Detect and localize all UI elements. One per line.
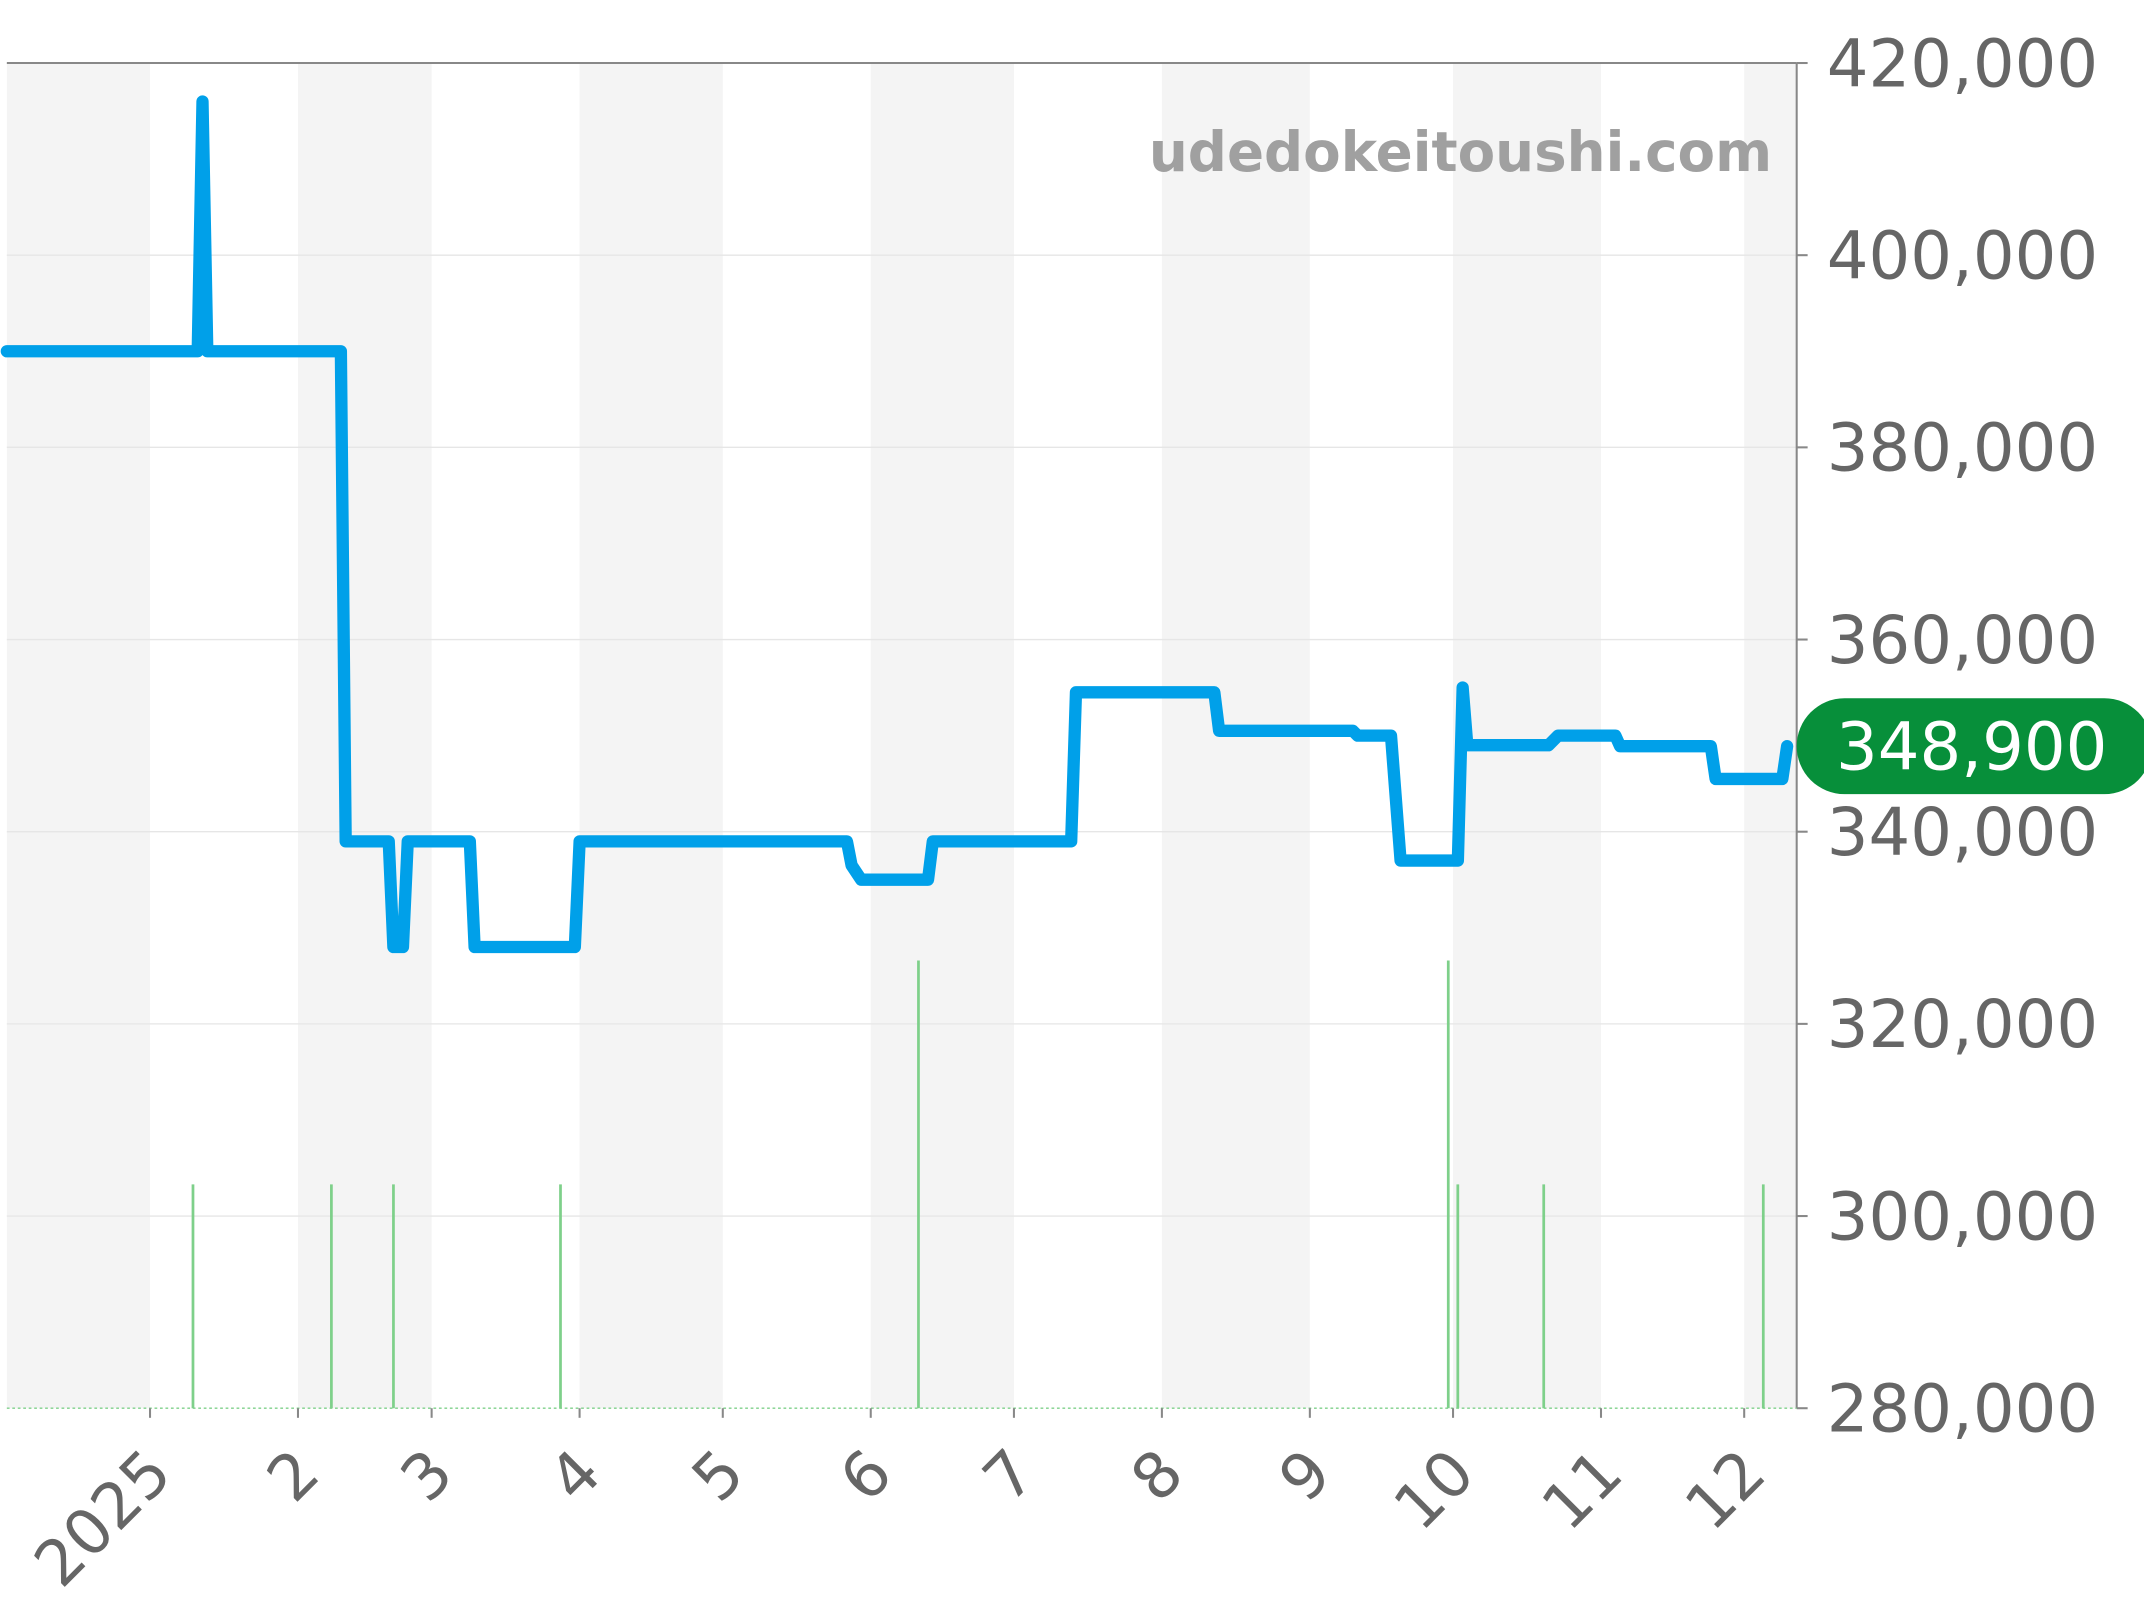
volume-markers — [191, 960, 1765, 1409]
x-tick-label: 5 — [678, 1436, 758, 1516]
y-tick-label: 280,000 — [1827, 1371, 2098, 1447]
x-tick-label: 2025 — [21, 1436, 186, 1600]
x-tick-label: 11 — [1528, 1436, 1636, 1544]
x-axis-ticks: 2025 2 3 4 5 6 7 8 9 10 11 12 — [21, 1408, 1779, 1600]
y-tick-label: 420,000 — [1827, 26, 2098, 102]
month-band — [6, 63, 151, 1409]
y-tick-label: 300,000 — [1827, 1179, 2098, 1255]
x-tick-label: 12 — [1671, 1436, 1779, 1544]
x-tick-label: 3 — [387, 1436, 467, 1516]
last-value-badge-bg — [1796, 698, 2144, 795]
month-band — [870, 63, 1014, 1409]
grid-lines — [6, 254, 1797, 1217]
x-tick-label: 7 — [969, 1436, 1049, 1516]
axes — [6, 61, 1798, 1409]
x-tick-label: 9 — [1265, 1436, 1345, 1516]
x-tick-label: 8 — [1117, 1436, 1197, 1516]
watermark: udedokeitoushi.com — [1149, 120, 1772, 184]
month-band — [579, 63, 723, 1409]
month-band — [1744, 63, 1797, 1409]
x-tick-label: 6 — [826, 1436, 906, 1516]
y-tick-label: 380,000 — [1827, 411, 2098, 487]
y-tick-label: 340,000 — [1827, 795, 2098, 871]
price-line — [0, 95, 1794, 954]
month-band — [297, 63, 432, 1409]
price-series — [0, 95, 1794, 954]
last-value-label: 348,900 — [1836, 709, 2107, 785]
x-tick-label: 4 — [535, 1436, 615, 1516]
last-value-badge: 348,900 — [1796, 698, 2144, 795]
x-tick-label: 2 — [253, 1436, 333, 1516]
x-tick-label: 10 — [1380, 1436, 1488, 1544]
y-axis-ticks: 420,000 400,000 380,000 360,000 340,000 320,0… — [1796, 26, 2098, 1448]
month-bands — [6, 63, 1797, 1409]
y-tick-label: 360,000 — [1827, 603, 2098, 679]
y-tick-label: 320,000 — [1827, 987, 2098, 1063]
y-tick-label: 400,000 — [1827, 218, 2098, 294]
